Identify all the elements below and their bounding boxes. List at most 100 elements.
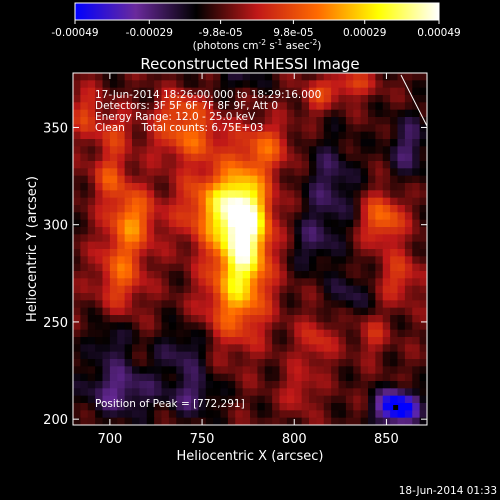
heatmap-cell [124, 403, 133, 411]
heatmap-cell [205, 212, 214, 221]
heatmap-cell [220, 95, 229, 103]
heatmap-cell [146, 227, 155, 235]
heatmap-cell [235, 175, 244, 184]
heatmap-cell [168, 322, 177, 331]
heatmap-cell [264, 300, 273, 309]
heatmap-cell [87, 80, 96, 89]
heatmap-cell [345, 80, 354, 89]
heatmap-cell [264, 329, 273, 338]
heatmap-cell [198, 146, 207, 155]
heatmap-cell [382, 131, 391, 140]
heatmap-cell [419, 87, 427, 96]
heatmap-cell [279, 403, 288, 411]
heatmap-cell [132, 381, 140, 389]
heatmap-cell [404, 168, 413, 177]
heatmap-cell [338, 183, 347, 191]
heatmap-cell [360, 168, 369, 177]
heatmap-cell [220, 241, 229, 250]
heatmap-cell [353, 307, 362, 316]
heatmap-cell [301, 117, 310, 125]
heatmap-cell [301, 381, 310, 389]
heatmap-cell [191, 124, 199, 133]
heatmap-cell [191, 410, 199, 419]
heatmap-cell [331, 403, 340, 411]
heatmap-cell [242, 329, 251, 338]
heatmap-cell [235, 388, 244, 397]
heatmap-cell [205, 271, 214, 279]
heatmap-cell [132, 190, 140, 199]
heatmap-cell [227, 197, 236, 206]
heatmap-cell [95, 234, 104, 243]
heatmap-cell [176, 109, 185, 118]
heatmap-cell [309, 417, 317, 425]
heatmap-cell [404, 366, 413, 375]
heatmap-cell [279, 124, 288, 133]
heatmap-cell [205, 381, 214, 389]
heatmap-cell [213, 139, 222, 147]
heatmap-cell [220, 139, 229, 147]
heatmap-cell [419, 190, 427, 199]
heatmap-cell [227, 381, 236, 389]
heatmap-cell [412, 403, 421, 411]
heatmap-cell [316, 344, 325, 353]
heatmap-cell [227, 315, 236, 323]
heatmap-cell [213, 131, 222, 140]
heatmap-cell [279, 241, 288, 250]
heatmap-cell [168, 183, 177, 191]
heatmap-cell [360, 381, 369, 389]
heatmap-cell [412, 146, 421, 155]
heatmap-cell [257, 131, 266, 140]
heatmap-cell [250, 263, 258, 272]
heatmap-cell [191, 87, 199, 96]
heatmap-cell [205, 329, 214, 338]
heatmap-cell [176, 249, 185, 257]
heatmap-cell [198, 95, 207, 103]
heatmap-cell [353, 161, 362, 169]
heatmap-cell [213, 351, 222, 360]
heatmap-cell [264, 403, 273, 411]
heatmap-cell [250, 403, 258, 411]
heatmap-cell [227, 351, 236, 360]
heatmap-cell [117, 307, 126, 316]
heatmap-cell [353, 205, 362, 213]
heatmap-cell [198, 263, 207, 272]
heatmap-cell [168, 234, 177, 243]
heatmap-cell [191, 285, 199, 294]
heatmap-cell [323, 249, 332, 257]
heatmap-cell [168, 307, 177, 316]
heatmap-cell [87, 153, 96, 162]
heatmap-cell [316, 285, 325, 294]
heatmap-cell [139, 161, 148, 169]
heatmap-cell [316, 175, 325, 184]
heatmap-cell [117, 388, 126, 397]
heatmap-cell [109, 403, 118, 411]
heatmap-cell [286, 175, 295, 184]
heatmap-cell [213, 227, 222, 235]
heatmap-cell [242, 263, 251, 272]
heatmap-cell [146, 300, 155, 309]
heatmap-cell [301, 227, 310, 235]
heatmap-cell [257, 80, 266, 89]
heatmap-cell [257, 344, 266, 353]
heatmap-cell [176, 366, 185, 375]
heatmap-cell [198, 271, 207, 279]
heatmap-cell [109, 351, 118, 360]
heatmap-cell [250, 234, 258, 243]
heatmap-cell [102, 263, 111, 272]
heatmap-cell [404, 146, 413, 155]
heatmap-cell [95, 285, 104, 294]
heatmap-cell [227, 212, 236, 221]
heatmap-cell [191, 388, 199, 397]
heatmap-cell [220, 417, 229, 425]
heatmap-cell [124, 73, 133, 81]
heatmap-cell [132, 366, 140, 375]
heatmap-cell [213, 109, 222, 118]
heatmap-cell [132, 278, 140, 287]
heatmap-cell [404, 109, 413, 118]
heatmap-cell [161, 293, 170, 301]
heatmap-cell [176, 381, 185, 389]
heatmap-cell [87, 190, 96, 199]
heatmap-cell [220, 234, 229, 243]
heatmap-cell [242, 359, 251, 367]
heatmap-cell [390, 249, 399, 257]
